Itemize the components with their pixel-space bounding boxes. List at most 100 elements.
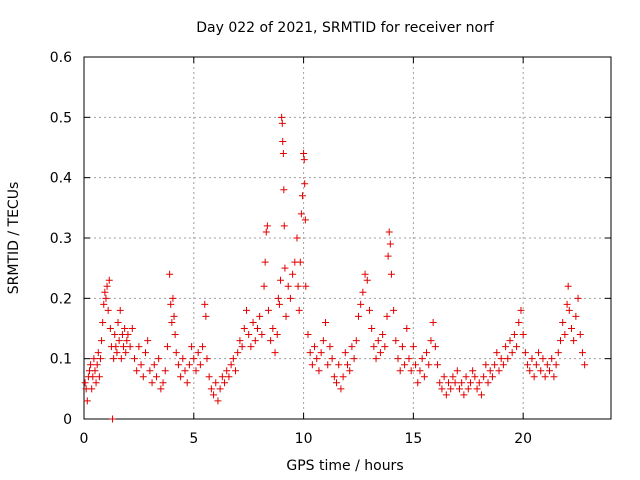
data-point	[466, 379, 474, 387]
data-point	[81, 379, 89, 387]
data-point	[253, 325, 261, 332]
chart-title: Day 022 of 2021, SRMTID for receiver nor…	[196, 20, 495, 36]
data-point	[294, 282, 302, 290]
data-point	[473, 385, 481, 393]
data-point	[194, 349, 202, 357]
data-point	[172, 349, 180, 357]
data-point	[315, 367, 323, 375]
data-point	[517, 306, 525, 314]
data-point	[564, 282, 572, 290]
data-point	[280, 222, 288, 230]
data-point	[124, 331, 132, 339]
data-point	[515, 318, 523, 326]
data-point	[453, 367, 461, 375]
data-point	[554, 349, 562, 357]
data-point	[546, 367, 554, 375]
data-point	[352, 337, 360, 345]
data-point	[280, 186, 288, 194]
x-tick-label: 15	[404, 431, 422, 447]
data-point	[506, 337, 514, 345]
data-point	[471, 373, 479, 381]
data-point	[260, 282, 268, 290]
data-point	[190, 355, 198, 363]
data-point	[161, 367, 169, 375]
data-point	[306, 349, 314, 357]
data-point	[482, 361, 490, 369]
data-point	[104, 306, 112, 314]
data-point	[385, 228, 393, 236]
data-point	[286, 294, 294, 302]
data-point	[469, 367, 477, 375]
y-tick-label: 0.3	[50, 231, 72, 247]
axis-ticks: 0 0.1 0.2 0.3 0.4 0.5 0.6 0 5 10 15 20	[50, 50, 611, 447]
data-point	[115, 337, 123, 345]
data-point	[412, 361, 420, 369]
data-point	[396, 367, 404, 375]
data-point	[225, 373, 233, 381]
data-point	[330, 373, 338, 381]
data-point	[274, 294, 282, 302]
data-point	[267, 337, 275, 345]
data-point	[179, 355, 187, 363]
data-point	[139, 373, 147, 381]
data-point	[572, 312, 580, 320]
data-point	[556, 337, 564, 345]
data-point	[196, 361, 204, 369]
data-point	[117, 355, 125, 363]
data-point	[559, 318, 567, 326]
data-point	[302, 282, 310, 290]
data-point	[167, 300, 175, 308]
data-point	[387, 270, 395, 278]
data-point	[313, 355, 321, 363]
data-point	[282, 312, 290, 320]
data-point	[504, 355, 512, 363]
data-point	[284, 282, 292, 290]
data-point	[440, 373, 448, 381]
y-tick-label: 0.4	[50, 171, 72, 187]
data-point	[409, 343, 417, 351]
data-point	[249, 318, 257, 326]
data-point	[550, 373, 558, 381]
data-point	[188, 343, 196, 351]
data-point	[548, 355, 556, 363]
data-point	[488, 373, 496, 381]
data-point	[570, 337, 578, 345]
data-point	[120, 343, 128, 351]
y-tick-label: 0	[63, 412, 72, 428]
data-point	[403, 325, 411, 332]
data-point	[451, 379, 459, 387]
data-point	[202, 312, 210, 320]
data-point	[163, 343, 171, 351]
data-point	[304, 331, 312, 339]
data-point	[535, 349, 543, 357]
data-point	[339, 373, 347, 381]
data-point	[386, 240, 394, 248]
data-point	[372, 355, 380, 363]
data-point	[337, 385, 345, 393]
data-point	[311, 343, 319, 351]
data-point	[94, 349, 102, 357]
data-point	[497, 355, 505, 363]
data-point	[528, 355, 536, 363]
data-point	[111, 331, 119, 339]
data-point	[508, 349, 516, 357]
data-point	[495, 367, 503, 375]
data-point	[251, 337, 259, 345]
data-point	[112, 343, 120, 351]
data-point	[524, 361, 532, 369]
data-point	[348, 343, 356, 351]
x-tick-label: 10	[295, 431, 313, 447]
data-point	[236, 337, 244, 345]
data-point	[301, 180, 309, 188]
data-point	[455, 385, 463, 393]
x-tick-label: 0	[80, 431, 89, 447]
data-point	[157, 385, 165, 393]
data-point	[477, 391, 485, 399]
data-point	[333, 379, 341, 387]
data-point	[357, 300, 365, 308]
data-point	[113, 349, 121, 357]
data-point	[541, 373, 549, 381]
data-point	[159, 379, 167, 387]
data-point	[123, 337, 131, 345]
x-tick-label: 5	[189, 431, 198, 447]
